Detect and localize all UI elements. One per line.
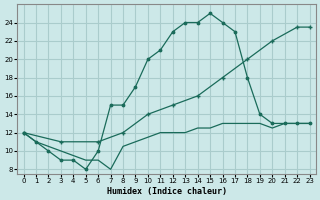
X-axis label: Humidex (Indice chaleur): Humidex (Indice chaleur): [107, 187, 227, 196]
